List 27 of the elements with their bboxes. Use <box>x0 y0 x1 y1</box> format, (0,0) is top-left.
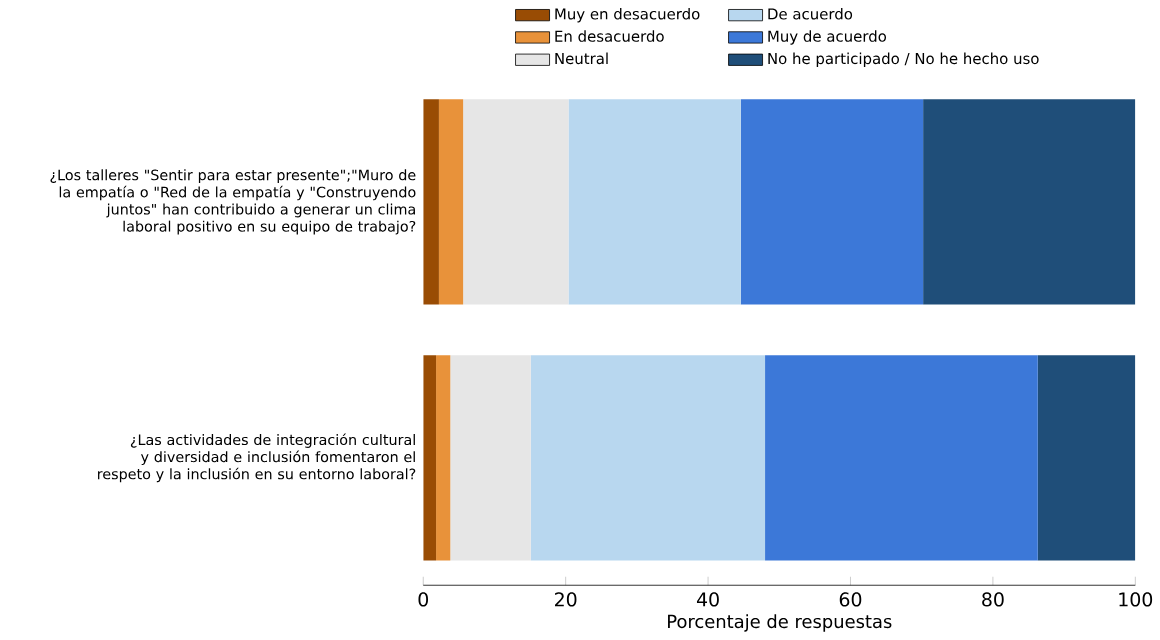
legend-label: No he participado / No he hecho uso <box>768 52 1039 68</box>
y-tick-label: ¿Los talleres "Sentir para estar presente";"Muro de la empatía o "Red de la empatía y "Construyendo juntos" han contribuido a generar un clima laboral positivo en su equipo de trabajo? <box>50 169 416 235</box>
bar <box>463 99 569 305</box>
bar <box>423 99 439 305</box>
bar <box>923 99 1136 305</box>
x-tick-label: 80 <box>982 592 1004 607</box>
y-tick-label: ¿Las actividades de integración cultural y diversidad e inclusión fomentaron el respeto y la inclusión en su entorno laboral? <box>98 433 416 483</box>
bar <box>450 355 531 561</box>
x-tick-label: 100 <box>1119 592 1153 607</box>
bar <box>436 355 451 561</box>
bar <box>740 99 924 305</box>
legend-label: Muy de acuerdo <box>768 30 887 45</box>
legend-label: De acuerdo <box>768 7 853 20</box>
bar <box>438 99 464 305</box>
bar <box>568 99 741 305</box>
bar <box>530 355 766 561</box>
bar <box>423 355 437 561</box>
x-axis-title: Porcentaje de respuestas <box>668 614 892 632</box>
x-tick-label: 60 <box>839 592 862 607</box>
bar <box>1037 355 1136 561</box>
legend-label: Muy en desacuerdo <box>555 7 700 23</box>
x-tick-label: 40 <box>696 592 719 607</box>
legend-label: En desacuerdo <box>555 30 664 42</box>
x-tick-label: 0 <box>418 592 429 607</box>
x-tick-label: 20 <box>555 592 577 607</box>
legend-label: Neutral <box>555 52 608 65</box>
bar <box>765 355 1038 561</box>
